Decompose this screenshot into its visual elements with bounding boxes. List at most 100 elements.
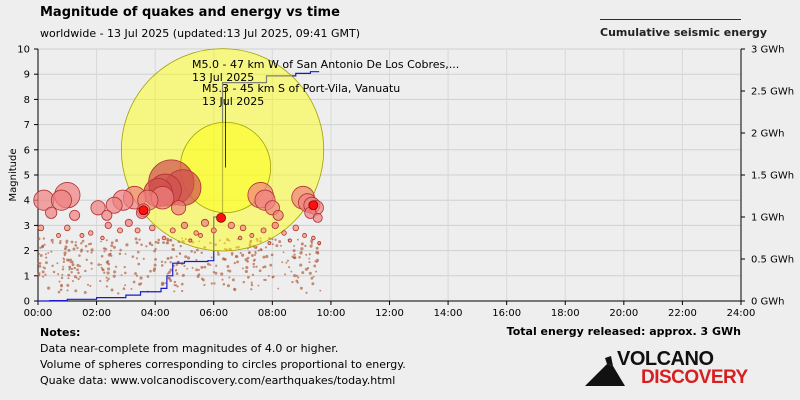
quake-bubble: [90, 200, 106, 216]
small-quake-dot: [293, 256, 297, 260]
small-quake-dot: [132, 280, 136, 284]
small-quake-dot: [295, 279, 299, 283]
small-quake-dot: [255, 245, 258, 248]
small-quake-dot: [42, 266, 45, 269]
small-quake-dot: [103, 271, 106, 274]
small-quake-dot: [230, 252, 234, 255]
small-quake-dot: [300, 247, 304, 251]
small-quake-dot: [51, 241, 54, 244]
volcanodiscovery-logo[interactable]: VOLCANO DISCOVERY: [585, 348, 765, 392]
small-quake-dot: [209, 241, 212, 245]
quake-bubble: [249, 233, 255, 238]
x-tick-label: 24:00: [727, 308, 756, 319]
small-quake-dot: [153, 267, 157, 271]
small-quake-dot: [160, 282, 165, 286]
total-energy: Total energy released: approx. 3 GWh: [506, 325, 741, 338]
small-quake-dot: [173, 280, 177, 284]
small-quake-dot: [196, 275, 200, 279]
small-quake-dot: [39, 253, 43, 257]
small-quake-dot: [299, 286, 303, 290]
small-quake-dot: [258, 269, 262, 273]
small-quake-dot: [262, 255, 266, 259]
small-quake-dot: [292, 249, 296, 253]
small-quake-dot: [70, 267, 74, 271]
small-quake-dot: [71, 280, 74, 283]
small-quake-dot: [285, 261, 288, 264]
small-quake-dot: [50, 238, 54, 242]
small-quake-dot: [299, 263, 303, 267]
small-quake-dot: [68, 265, 72, 269]
small-quake-dot: [110, 241, 114, 245]
small-quake-dot: [271, 243, 274, 246]
small-quake-dot: [267, 274, 270, 277]
quake-bubble: [148, 224, 156, 232]
x-tick-label: 04:00: [141, 308, 170, 319]
small-quake-dot: [154, 247, 157, 251]
small-quake-dot: [175, 268, 178, 271]
small-quake-dot: [100, 266, 103, 269]
small-quake-dot: [200, 251, 203, 254]
small-quake-dot: [181, 237, 183, 240]
y-tick-label: 8: [24, 95, 30, 106]
small-quake-dot: [209, 264, 212, 267]
small-quake-dot: [56, 262, 59, 265]
small-quake-dot: [176, 285, 179, 288]
small-quake-dot: [153, 249, 156, 253]
small-quake-dot: [80, 250, 83, 253]
small-quake-dot: [114, 265, 118, 268]
small-quake-dot: [215, 264, 218, 267]
small-quake-dot: [186, 267, 189, 270]
quake-bubble: [180, 221, 189, 229]
annotation-text: M5.3 - 45 km S of Port-Vila, Vanuatu: [202, 82, 400, 95]
small-quake-dot: [167, 270, 171, 274]
small-quake-dot: [134, 237, 138, 241]
small-quake-dot: [160, 260, 164, 263]
small-quake-dot: [68, 268, 71, 271]
small-quake-dot: [272, 275, 275, 278]
small-quake-dot: [241, 253, 245, 257]
small-quake-dot: [58, 241, 62, 245]
small-quake-dot: [38, 265, 42, 268]
small-quake-dot: [78, 265, 82, 268]
small-quake-dot: [210, 282, 213, 285]
small-quake-dot: [183, 264, 186, 268]
small-quake-dot: [308, 261, 311, 264]
quake-bubble: [101, 209, 113, 221]
chart-subtitle: worldwide - 13 Jul 2025 (updated:13 Jul …: [40, 27, 361, 40]
small-quake-dot: [259, 237, 262, 240]
small-quake-dot: [83, 291, 87, 294]
small-quake-dot: [293, 274, 297, 278]
small-quake-dot: [166, 272, 169, 275]
y-tick-label: 4: [24, 196, 30, 207]
small-quake-dot: [191, 266, 194, 269]
small-quake-dot: [148, 241, 152, 245]
small-quake-dot: [255, 265, 258, 268]
small-quake-dot: [162, 241, 165, 245]
small-quake-dot: [264, 246, 268, 249]
y2-tick-label: 1.5 GWh: [751, 171, 794, 182]
x-tick-label: 08:00: [258, 308, 287, 319]
small-quake-dot: [315, 251, 318, 254]
small-quake-dot: [304, 267, 308, 271]
small-quake-dot: [252, 265, 255, 268]
x-tick-label: 16:00: [492, 308, 521, 319]
small-quake-dot: [102, 247, 105, 250]
quake-bubble: [188, 238, 193, 243]
y-tick-label: 10: [17, 45, 30, 56]
small-quake-dot: [61, 273, 64, 276]
small-quake-dot: [57, 290, 61, 294]
quake-bubble: [271, 221, 279, 229]
small-quake-dot: [251, 273, 255, 277]
small-quake-dot: [277, 287, 280, 290]
small-quake-dot: [90, 267, 93, 270]
small-quake-dot: [167, 242, 170, 245]
small-quake-dot: [184, 255, 188, 259]
small-quake-dot: [37, 262, 40, 265]
small-quake-dot: [105, 285, 109, 288]
small-quake-dot: [228, 269, 232, 273]
small-quake-dot: [252, 259, 256, 262]
small-quake-dot: [214, 243, 217, 247]
small-quake-dot: [169, 261, 172, 264]
small-quake-dot: [146, 275, 150, 278]
small-quake-dot: [69, 261, 72, 264]
